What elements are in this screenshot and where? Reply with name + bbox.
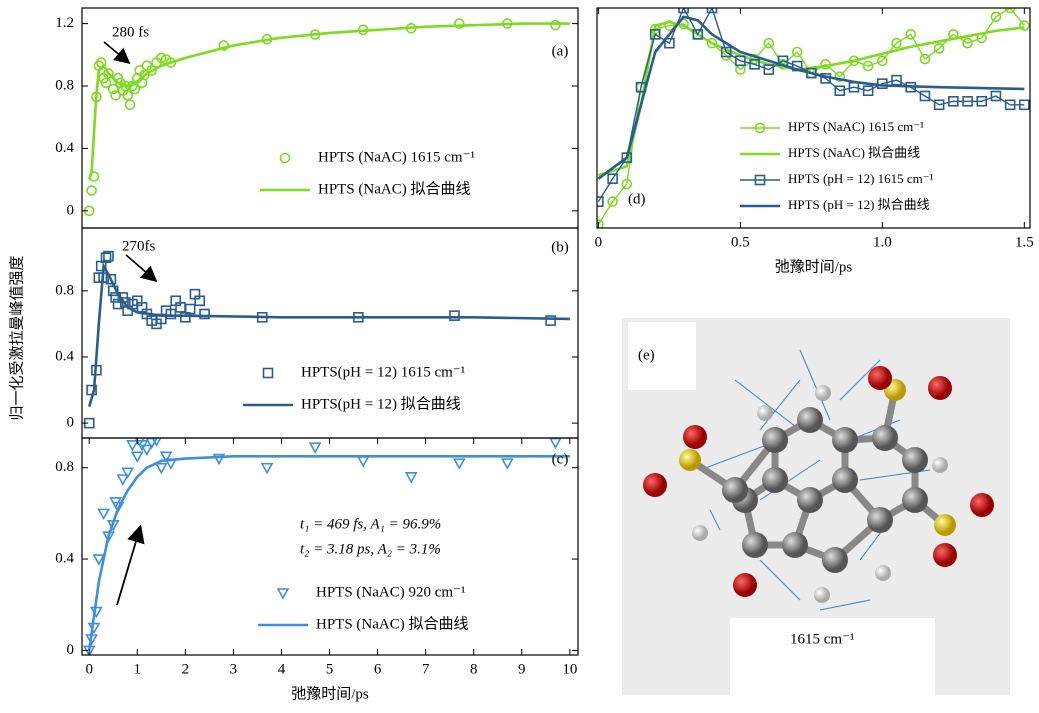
x-axis-label: 弛豫时间/ps (775, 258, 853, 275)
x-tick-label: 0 (595, 234, 603, 250)
y-tick-label: 0.4 (55, 551, 74, 567)
marker-triangle (132, 452, 142, 461)
legend-label: HPTS(pH = 12) 1615 cm⁻¹ (301, 364, 465, 380)
y-tick-label: 0.8 (55, 459, 74, 475)
marker-triangle (358, 457, 368, 466)
x-tick-label: 1.0 (873, 234, 892, 250)
series-line (598, 8, 1024, 224)
marker-triangle (406, 473, 416, 482)
y-tick-label: 0 (67, 202, 75, 218)
marker-triangle (127, 441, 137, 450)
legend-label: HPTS (NaAC) 拟合曲线 (788, 145, 920, 160)
x-tick-label: 0 (85, 661, 93, 677)
marker-triangle (262, 464, 272, 473)
annotation-arrow (126, 255, 155, 280)
x-tick-label: 5 (326, 661, 334, 677)
legend-label: HPTS (NaAC) 920 cm⁻¹ (316, 584, 466, 600)
marker-circle (87, 186, 96, 195)
y-tick-label: 0.4 (55, 348, 74, 364)
legend-label: HPTS(pH = 12) 拟合曲线 (301, 395, 461, 412)
annotation: 270fs (122, 238, 155, 254)
x-axis-label: 弛豫时间/ps (291, 685, 369, 702)
panel-label: (a) (552, 43, 569, 59)
marker-triangle (99, 509, 109, 518)
annotation-arrow (104, 42, 128, 62)
x-tick-label: 6 (374, 661, 382, 677)
x-tick-label: 1 (134, 661, 142, 677)
y-tick-label: 1.2 (55, 15, 74, 31)
annotation: 280 fs (112, 24, 149, 40)
x-tick-label: 3 (230, 661, 238, 677)
marker-triangle (156, 464, 166, 473)
legend-label: HPTS (pH = 12) 拟合曲线 (788, 197, 930, 212)
panel-label: (b) (551, 239, 569, 255)
marker-triangle (310, 443, 320, 452)
legend-label: HPTS (NaAC) 拟合曲线 (316, 615, 469, 632)
annotation: t₁ = 469 fs, A₁ = 96.9% (300, 516, 441, 532)
marker-triangle (550, 439, 560, 448)
y-tick-label: 0 (67, 415, 75, 431)
y-axis-label: 归一化受激拉曼峰值强度 (8, 255, 25, 420)
panel-label: (c) (552, 451, 569, 467)
plot-area (594, 4, 1029, 229)
y-tick-label: 0.4 (55, 140, 74, 156)
legend-label: HPTS (pH = 12) 1615 cm⁻¹ (788, 171, 934, 186)
legend-label: HPTS (NaAC) 1615 cm⁻¹ (788, 119, 924, 134)
marker-triangle (454, 459, 464, 468)
panel-label: (d) (628, 191, 646, 207)
image-caption: 1615 cm⁻¹ (790, 631, 855, 647)
x-tick-label: 7 (422, 661, 430, 677)
marker-triangle (278, 589, 288, 598)
x-tick-label: 8 (470, 661, 478, 677)
annotation-arrow (117, 528, 140, 605)
marker-circle (126, 100, 135, 109)
annotation: t₂ = 3.18 ps, A₂ = 3.1% (300, 541, 441, 557)
x-tick-label: 1.5 (1015, 234, 1034, 250)
legend-label: HPTS (NaAC) 拟合曲线 (318, 180, 471, 197)
panel-label: (e) (638, 347, 655, 363)
image-panel: (e) 1615 cm⁻¹ (622, 318, 1010, 695)
y-tick-label: 0 (67, 642, 75, 658)
legend-label: HPTS (NaAC) 1615 cm⁻¹ (318, 149, 475, 165)
x-tick-label: 2 (182, 661, 190, 677)
marker-circle (281, 154, 290, 163)
marker-square (264, 369, 273, 378)
figure: (e) 1615 cm⁻¹ 0 0.4 0.8 1.2 HPTS (NaAC) 1615… (0, 0, 1039, 708)
x-tick-label: 9 (518, 661, 526, 677)
marker-triangle (502, 459, 512, 468)
caption-box (730, 618, 935, 695)
marker-square (450, 311, 459, 320)
marker-circle (551, 21, 560, 30)
x-tick-label: 0.5 (731, 234, 750, 250)
x-tick-label: 10 (562, 661, 577, 677)
series-line (89, 266, 570, 407)
x-tick-label: 4 (278, 661, 286, 677)
y-tick-label: 0.8 (55, 77, 74, 93)
y-tick-label: 0.8 (55, 282, 74, 298)
